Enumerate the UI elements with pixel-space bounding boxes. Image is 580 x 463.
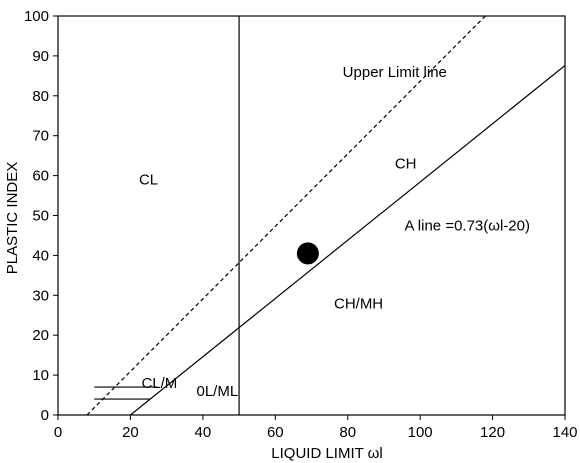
- x-tick-label: 80: [339, 424, 356, 441]
- y-tick-label: 100: [24, 8, 49, 25]
- data-point: [296, 242, 319, 265]
- y-tick-label: 20: [32, 327, 49, 344]
- region-label-0l-ml: 0L/ML: [196, 383, 238, 400]
- y-tick-label: 40: [32, 247, 49, 264]
- region-label-ch-mh: CH/MH: [334, 295, 383, 312]
- x-tick-label: 60: [267, 424, 284, 441]
- a-line: [130, 65, 565, 415]
- y-tick-label: 50: [32, 208, 49, 225]
- ticks-layer: 0 20 40 60 80 100 120 140 0 10 20 30 40 50 60 70 80 90 100: [24, 8, 578, 441]
- y-tick-label: 30: [32, 287, 49, 304]
- y-tick-label: 80: [32, 88, 49, 105]
- regions-layer: CL CH CH/MH CL/M 0L/ML Upper Limit line A line…: [139, 64, 530, 400]
- region-label-a-line-0-73-l-20: A line =0.73(ωl-20): [404, 217, 530, 234]
- y-axis-title: PLASTIC INDEX: [4, 162, 21, 275]
- y-tick-label: 10: [32, 367, 49, 384]
- y-tick-label: 0: [41, 407, 49, 424]
- y-tick-label: 60: [32, 168, 49, 185]
- region-label-ch: CH: [395, 156, 417, 173]
- points-layer: [296, 242, 319, 265]
- region-label-upper-limit-line: Upper Limit line: [343, 64, 447, 81]
- plot-frame: [57, 15, 566, 416]
- region-label-cl-m: CL/M: [141, 375, 177, 392]
- region-label-cl: CL: [139, 172, 158, 189]
- y-tick-label: 90: [32, 48, 49, 65]
- x-tick-label: 40: [195, 424, 212, 441]
- x-tick-label: 0: [54, 424, 62, 441]
- upper-limit-line: [86, 16, 486, 415]
- x-tick-label: 120: [480, 424, 505, 441]
- lines-layer: [86, 16, 565, 415]
- y-tick-label: 70: [32, 128, 49, 145]
- x-tick-label: 100: [408, 424, 433, 441]
- x-tick-label: 20: [122, 424, 139, 441]
- x-axis-title: LIQUID LIMIT ωl: [271, 445, 382, 462]
- x-tick-label: 140: [552, 424, 577, 441]
